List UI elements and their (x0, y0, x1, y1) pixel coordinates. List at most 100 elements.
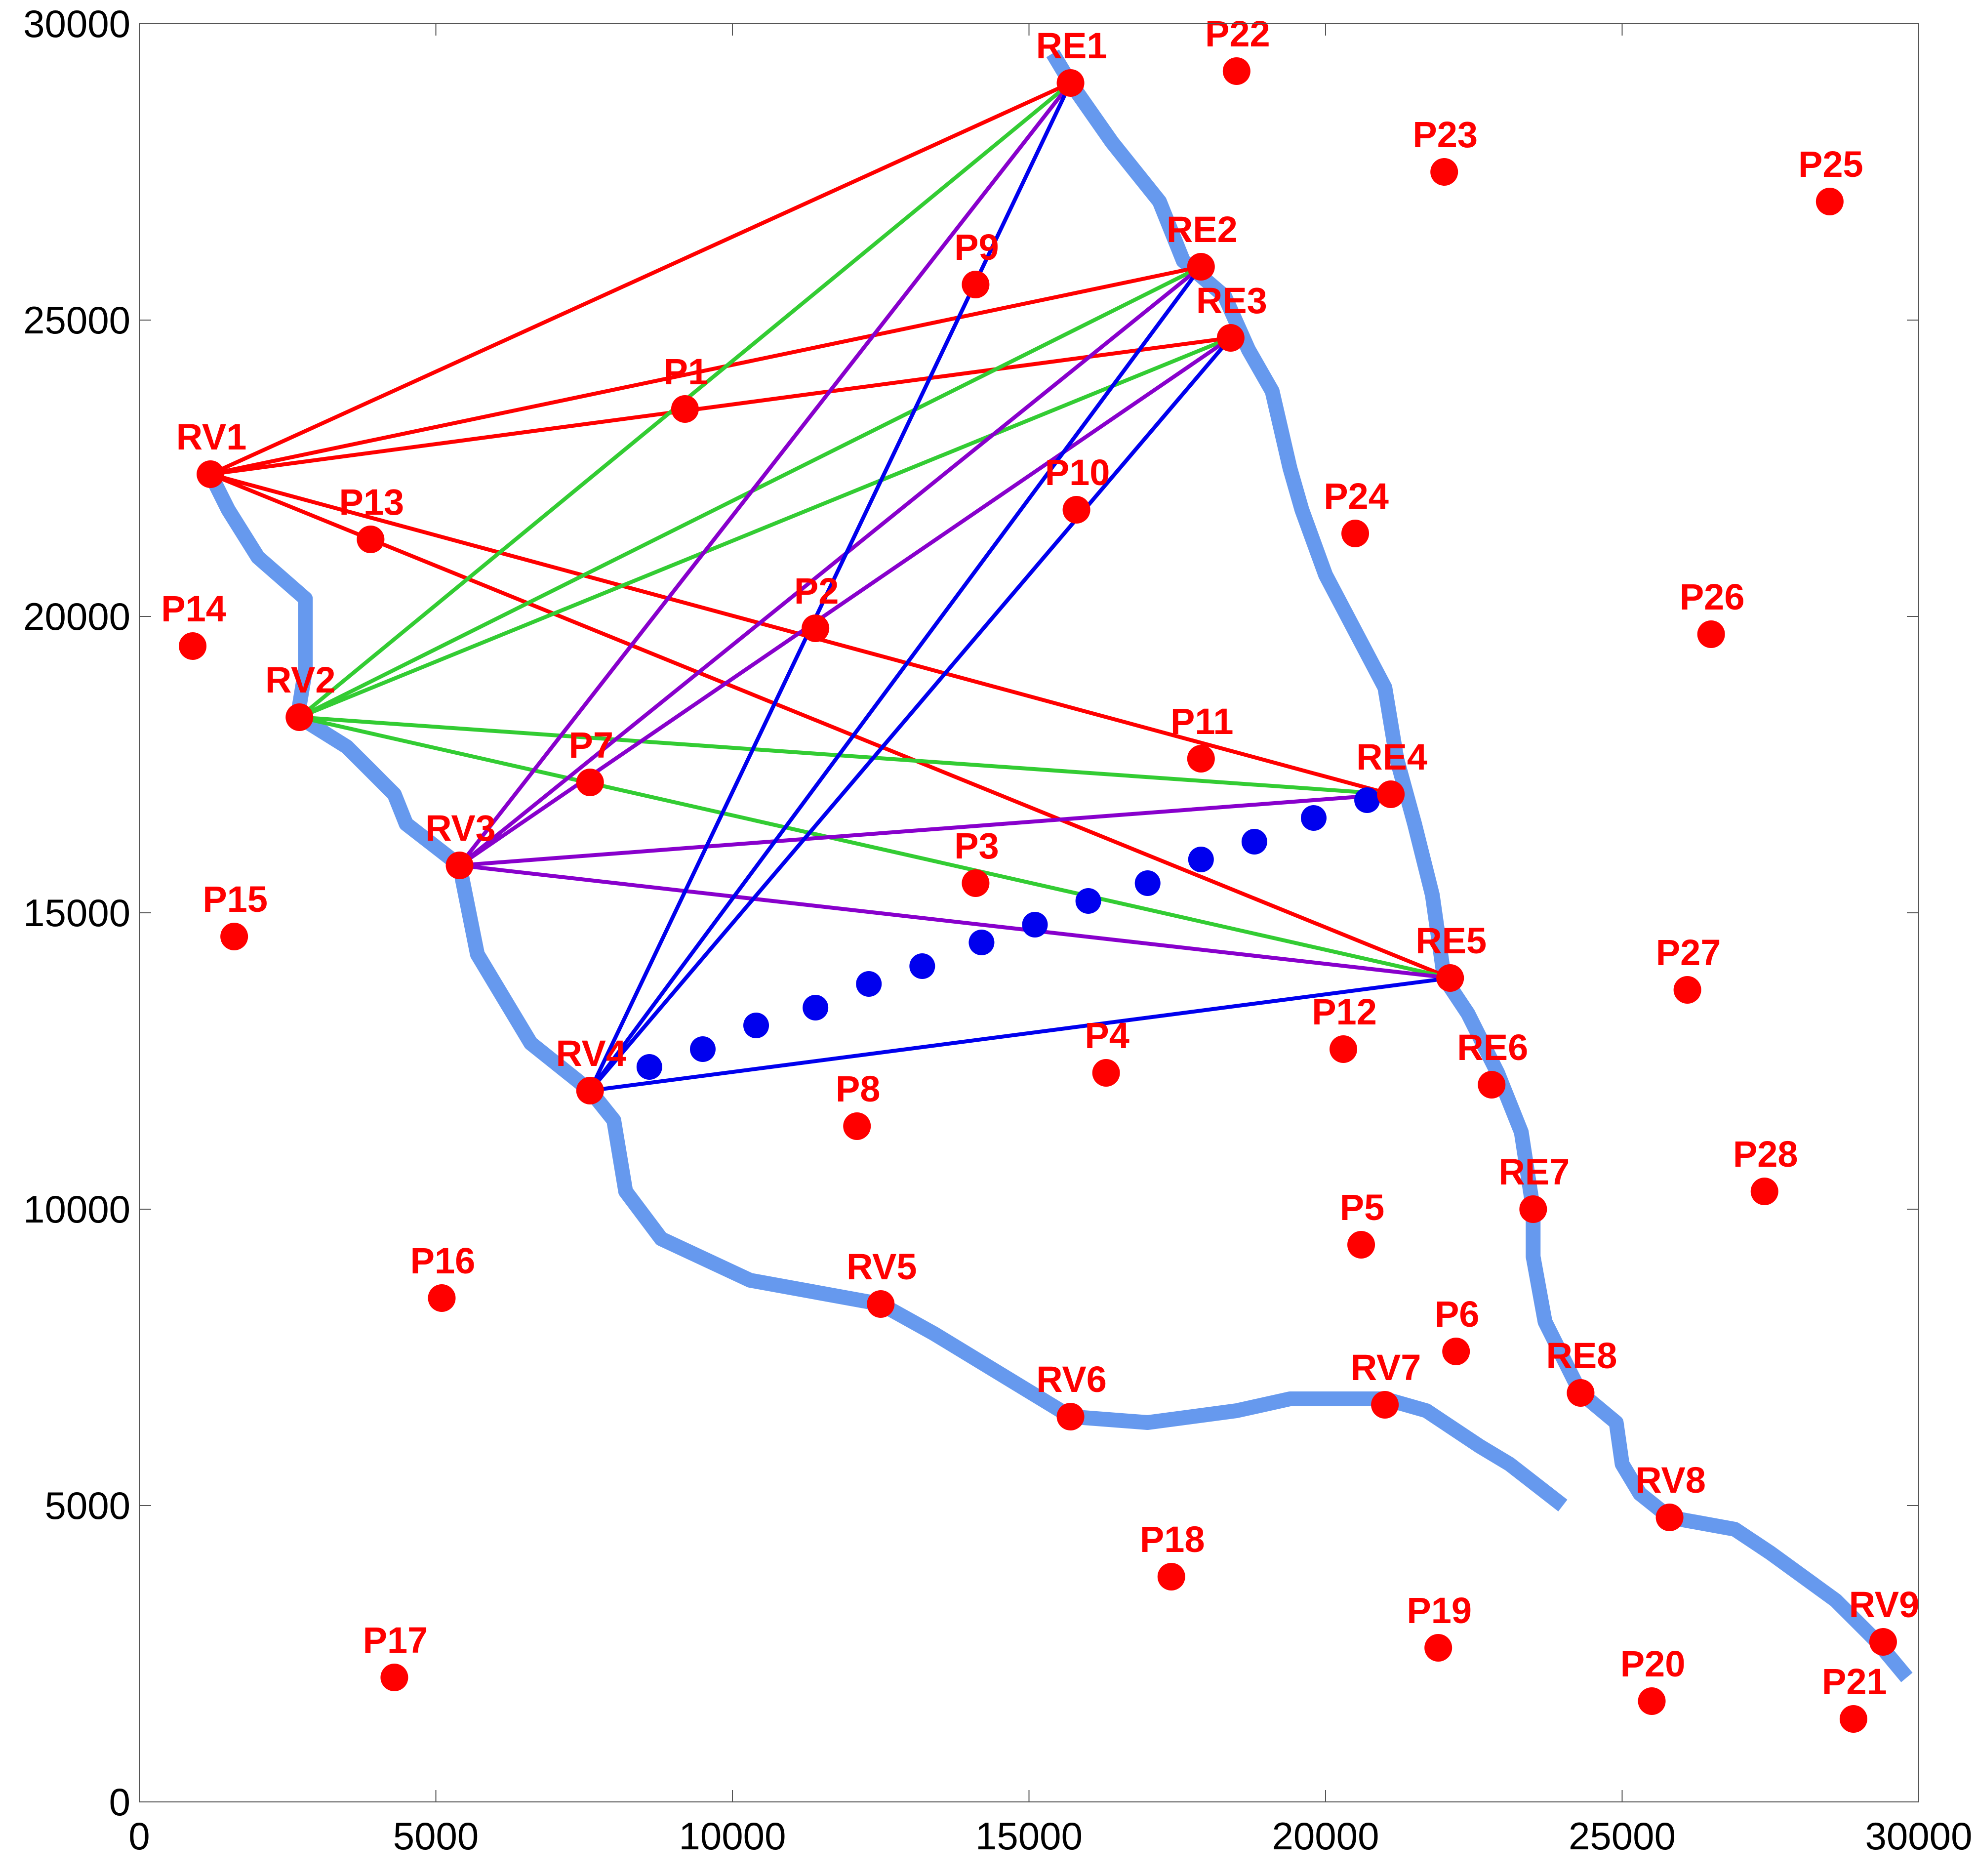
point-label-re4: RE4 (1356, 736, 1427, 777)
point-label-p2: P2 (794, 571, 839, 612)
point-p6 (1442, 1338, 1470, 1365)
connection-line-purple (457, 792, 1393, 867)
point-label-re1: RE1 (1036, 25, 1107, 66)
point-label-p21: P21 (1822, 1661, 1887, 1702)
x-tick-label: 10000 (679, 1814, 786, 1858)
point-re7 (1519, 1195, 1547, 1223)
point-p3 (962, 869, 990, 897)
point-label-p14: P14 (161, 588, 226, 629)
point-p9 (962, 271, 990, 298)
connection-lines-layer (208, 81, 1452, 1093)
point-p26 (1697, 620, 1725, 648)
connection-line-red (208, 265, 1203, 476)
connection-line-purple (457, 81, 1073, 867)
connection-line-green (297, 715, 1452, 980)
point-label-p10: P10 (1045, 452, 1110, 493)
dotted-series-point (1075, 888, 1101, 914)
point-label-re2: RE2 (1167, 209, 1238, 250)
point-label-p9: P9 (954, 227, 999, 268)
point-p21 (1839, 1705, 1867, 1733)
point-p4 (1092, 1059, 1120, 1087)
dotted-series-point (1354, 787, 1380, 813)
x-tick-label: 0 (128, 1814, 150, 1858)
dotted-series-point (1300, 805, 1327, 831)
x-tick-label: 30000 (1865, 1814, 1973, 1858)
point-p25 (1815, 188, 1844, 215)
point-label-re8: RE8 (1546, 1335, 1617, 1376)
dotted-series-point (1134, 870, 1161, 896)
dotted-series-point (856, 971, 882, 997)
boundary-line-west (203, 471, 1568, 1511)
point-p8 (843, 1112, 871, 1140)
point-label-re6: RE6 (1457, 1027, 1528, 1068)
connection-line-green (297, 715, 1393, 796)
point-p13 (357, 526, 385, 553)
point-label-p7: P7 (569, 725, 614, 766)
point-label-p5: P5 (1340, 1187, 1385, 1228)
point-label-p15: P15 (202, 879, 268, 920)
point-label-p24: P24 (1324, 476, 1389, 517)
y-tick-label: 15000 (23, 891, 130, 935)
point-rv2 (285, 703, 314, 731)
connection-line-purple (457, 863, 1452, 980)
point-label-p6: P6 (1435, 1294, 1480, 1335)
dotted-series-layer (636, 787, 1380, 1080)
point-label-rv7: RV7 (1351, 1347, 1421, 1388)
point-re5 (1436, 964, 1464, 992)
point-label-p20: P20 (1620, 1643, 1686, 1684)
point-re1 (1056, 69, 1085, 97)
point-p5 (1347, 1231, 1375, 1259)
point-p24 (1341, 520, 1370, 547)
point-p2 (802, 614, 830, 642)
point-label-rv2: RV2 (265, 659, 336, 700)
dotted-series-point (689, 1036, 716, 1062)
point-label-p28: P28 (1733, 1134, 1798, 1175)
point-p15 (220, 923, 248, 950)
point-rv8 (1655, 1504, 1684, 1531)
point-label-p25: P25 (1798, 144, 1863, 185)
y-tick-label: 10000 (23, 1187, 130, 1231)
connection-line-red (208, 81, 1073, 476)
point-p18 (1157, 1563, 1185, 1591)
x-tick-label: 15000 (975, 1814, 1083, 1858)
y-tick-label: 30000 (23, 2, 130, 45)
point-label-rv5: RV5 (847, 1246, 917, 1287)
y-tick-label: 0 (109, 1780, 130, 1824)
dotted-series-point (636, 1054, 662, 1080)
point-rv5 (867, 1290, 895, 1318)
point-label-rv8: RV8 (1635, 1460, 1706, 1501)
y-tick-label: 20000 (23, 595, 130, 638)
point-label-p27: P27 (1656, 932, 1721, 973)
connection-line-blue (588, 976, 1452, 1093)
point-label-rv3: RV3 (425, 808, 496, 849)
connection-line-blue (588, 81, 1073, 1093)
point-rv6 (1056, 1403, 1085, 1430)
point-label-p13: P13 (339, 482, 404, 523)
point-rv1 (197, 460, 225, 488)
point-p23 (1430, 158, 1458, 186)
point-p7 (576, 769, 604, 796)
y-tick-label: 5000 (44, 1484, 130, 1527)
point-label-p18: P18 (1140, 1519, 1205, 1560)
point-label-p17: P17 (363, 1620, 428, 1661)
x-tick-label: 20000 (1272, 1814, 1379, 1858)
point-rv9 (1869, 1628, 1897, 1656)
dotted-series-point (1022, 912, 1048, 938)
connection-line-blue (588, 265, 1203, 1093)
dotted-series-point (909, 953, 935, 979)
point-p17 (380, 1664, 408, 1691)
point-p27 (1673, 976, 1701, 1004)
point-p11 (1187, 745, 1215, 773)
point-label-p1: P1 (664, 351, 709, 392)
x-tick-label: 5000 (393, 1814, 479, 1858)
dotted-series-point (743, 1013, 769, 1038)
point-label-p3: P3 (954, 825, 999, 866)
point-label-rv1: RV1 (176, 416, 247, 457)
point-p14 (179, 632, 207, 660)
point-label-p22: P22 (1205, 13, 1270, 54)
point-p12 (1330, 1035, 1358, 1063)
point-label-p26: P26 (1680, 576, 1745, 617)
point-p28 (1750, 1178, 1778, 1205)
